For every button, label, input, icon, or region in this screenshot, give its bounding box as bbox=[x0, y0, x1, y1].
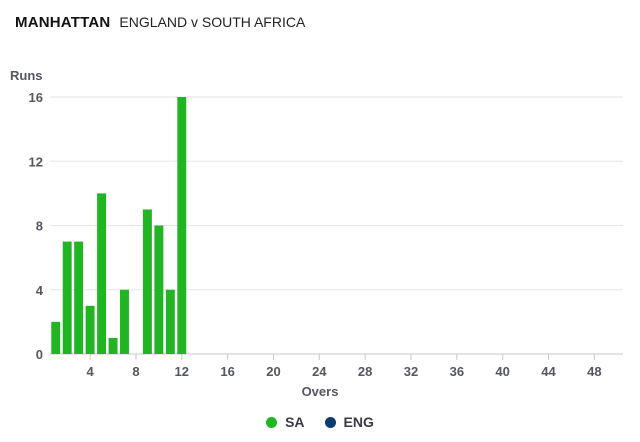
bar-sa-over-9[interactable] bbox=[142, 209, 152, 354]
x-tick-label: 8 bbox=[132, 364, 139, 379]
match-subtitle: ENGLAND v SOUTH AFRICA bbox=[119, 14, 306, 30]
x-tick-label: 20 bbox=[266, 364, 280, 379]
chart-title: MANHATTAN bbox=[15, 14, 111, 31]
legend-item-eng[interactable]: ENG bbox=[324, 414, 374, 430]
legend-label: SA bbox=[285, 414, 305, 430]
bar-sa-over-11[interactable] bbox=[165, 289, 175, 354]
legend-dot-icon bbox=[266, 416, 278, 428]
bar-sa-over-6[interactable] bbox=[108, 337, 118, 354]
bar-sa-over-7[interactable] bbox=[120, 289, 129, 354]
bar-sa-over-3[interactable] bbox=[74, 241, 84, 354]
y-tick-label: 0 bbox=[36, 347, 43, 362]
legend-item-sa[interactable]: SA bbox=[266, 414, 305, 430]
x-tick-labels: 4 8 12 16 20 24 28 32 36 40 44 48 bbox=[86, 354, 602, 379]
x-tick-label: 12 bbox=[175, 364, 189, 379]
y-tick-label: 16 bbox=[29, 90, 43, 105]
bar-sa-over-10[interactable] bbox=[154, 225, 164, 355]
x-tick-label: 28 bbox=[358, 364, 372, 379]
x-tick-label: 16 bbox=[220, 364, 234, 379]
bar-sa-over-12[interactable] bbox=[177, 97, 187, 354]
bar-sa-over-2[interactable] bbox=[62, 241, 72, 354]
y-tick-label: 12 bbox=[29, 154, 43, 169]
bar-sa-over-4[interactable] bbox=[85, 305, 95, 354]
bar-sa-over-5[interactable] bbox=[97, 193, 107, 354]
bar-sa-over-1[interactable] bbox=[51, 321, 61, 354]
legend-dot-icon bbox=[324, 416, 336, 428]
legend-label: ENG bbox=[343, 414, 374, 430]
chart-header: MANHATTAN ENGLAND v SOUTH AFRICA bbox=[15, 14, 305, 31]
x-tick-label: 44 bbox=[541, 364, 556, 379]
x-tick-label: 24 bbox=[312, 364, 327, 379]
x-tick-label: 40 bbox=[495, 364, 509, 379]
y-tick-label: 8 bbox=[36, 219, 43, 234]
bars bbox=[51, 97, 187, 355]
y-tick-labels: 0 4 8 12 16 bbox=[29, 90, 44, 362]
x-tick-label: 32 bbox=[404, 364, 418, 379]
chart-legend: SA ENG bbox=[0, 414, 640, 430]
x-axis-label: Overs bbox=[302, 384, 339, 399]
y-axis-label: Runs bbox=[10, 68, 43, 83]
grid-lines bbox=[50, 96, 623, 355]
x-tick-label: 4 bbox=[86, 364, 94, 379]
y-tick-label: 4 bbox=[36, 283, 44, 298]
x-tick-label: 36 bbox=[450, 364, 464, 379]
x-tick-label: 48 bbox=[587, 364, 601, 379]
